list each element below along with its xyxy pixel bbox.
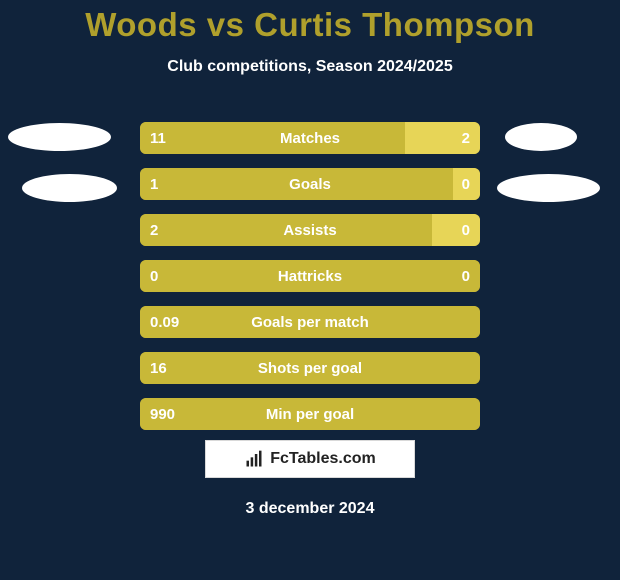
stat-bar-left bbox=[140, 168, 453, 200]
stat-row: 990Min per goal bbox=[140, 398, 480, 430]
stat-value-left: 16 bbox=[150, 352, 167, 384]
team-logo-placeholder bbox=[505, 123, 577, 151]
stat-row: 10Goals bbox=[140, 168, 480, 200]
stat-bar-left bbox=[140, 122, 405, 154]
team-logo-placeholder bbox=[497, 174, 600, 202]
stat-value-right: 2 bbox=[462, 122, 470, 154]
stat-value-right: 0 bbox=[462, 214, 470, 246]
bar-chart-icon bbox=[244, 449, 264, 469]
stat-value-left: 1 bbox=[150, 168, 158, 200]
stat-value-left: 0 bbox=[150, 260, 158, 292]
stat-value-left: 11 bbox=[150, 122, 166, 154]
stat-value-right: 0 bbox=[462, 168, 470, 200]
watermark-text: FcTables.com bbox=[270, 450, 376, 468]
watermark: FcTables.com bbox=[205, 440, 415, 478]
stat-row: 16Shots per goal bbox=[140, 352, 480, 384]
stat-value-right: 0 bbox=[462, 260, 470, 292]
subtitle: Club competitions, Season 2024/2025 bbox=[0, 58, 620, 76]
team-logo-placeholder bbox=[22, 174, 117, 202]
stat-value-left: 2 bbox=[150, 214, 158, 246]
footer-date: 3 december 2024 bbox=[0, 500, 620, 518]
stat-bar-left bbox=[140, 398, 480, 430]
stat-value-left: 990 bbox=[150, 398, 175, 430]
team-logo-placeholder bbox=[8, 123, 111, 151]
stats-container: 112Matches10Goals20Assists00Hattricks0.0… bbox=[140, 122, 480, 444]
stat-row: 0.09Goals per match bbox=[140, 306, 480, 338]
stat-row: 112Matches bbox=[140, 122, 480, 154]
stat-bar-left bbox=[140, 352, 480, 384]
page-title: Woods vs Curtis Thompson bbox=[0, 0, 620, 44]
stat-bar-right bbox=[432, 214, 480, 246]
stat-bar-left bbox=[140, 214, 432, 246]
stat-value-left: 0.09 bbox=[150, 306, 179, 338]
stat-row: 20Assists bbox=[140, 214, 480, 246]
stat-bar-left bbox=[140, 260, 480, 292]
stat-bar-left bbox=[140, 306, 480, 338]
stat-row: 00Hattricks bbox=[140, 260, 480, 292]
